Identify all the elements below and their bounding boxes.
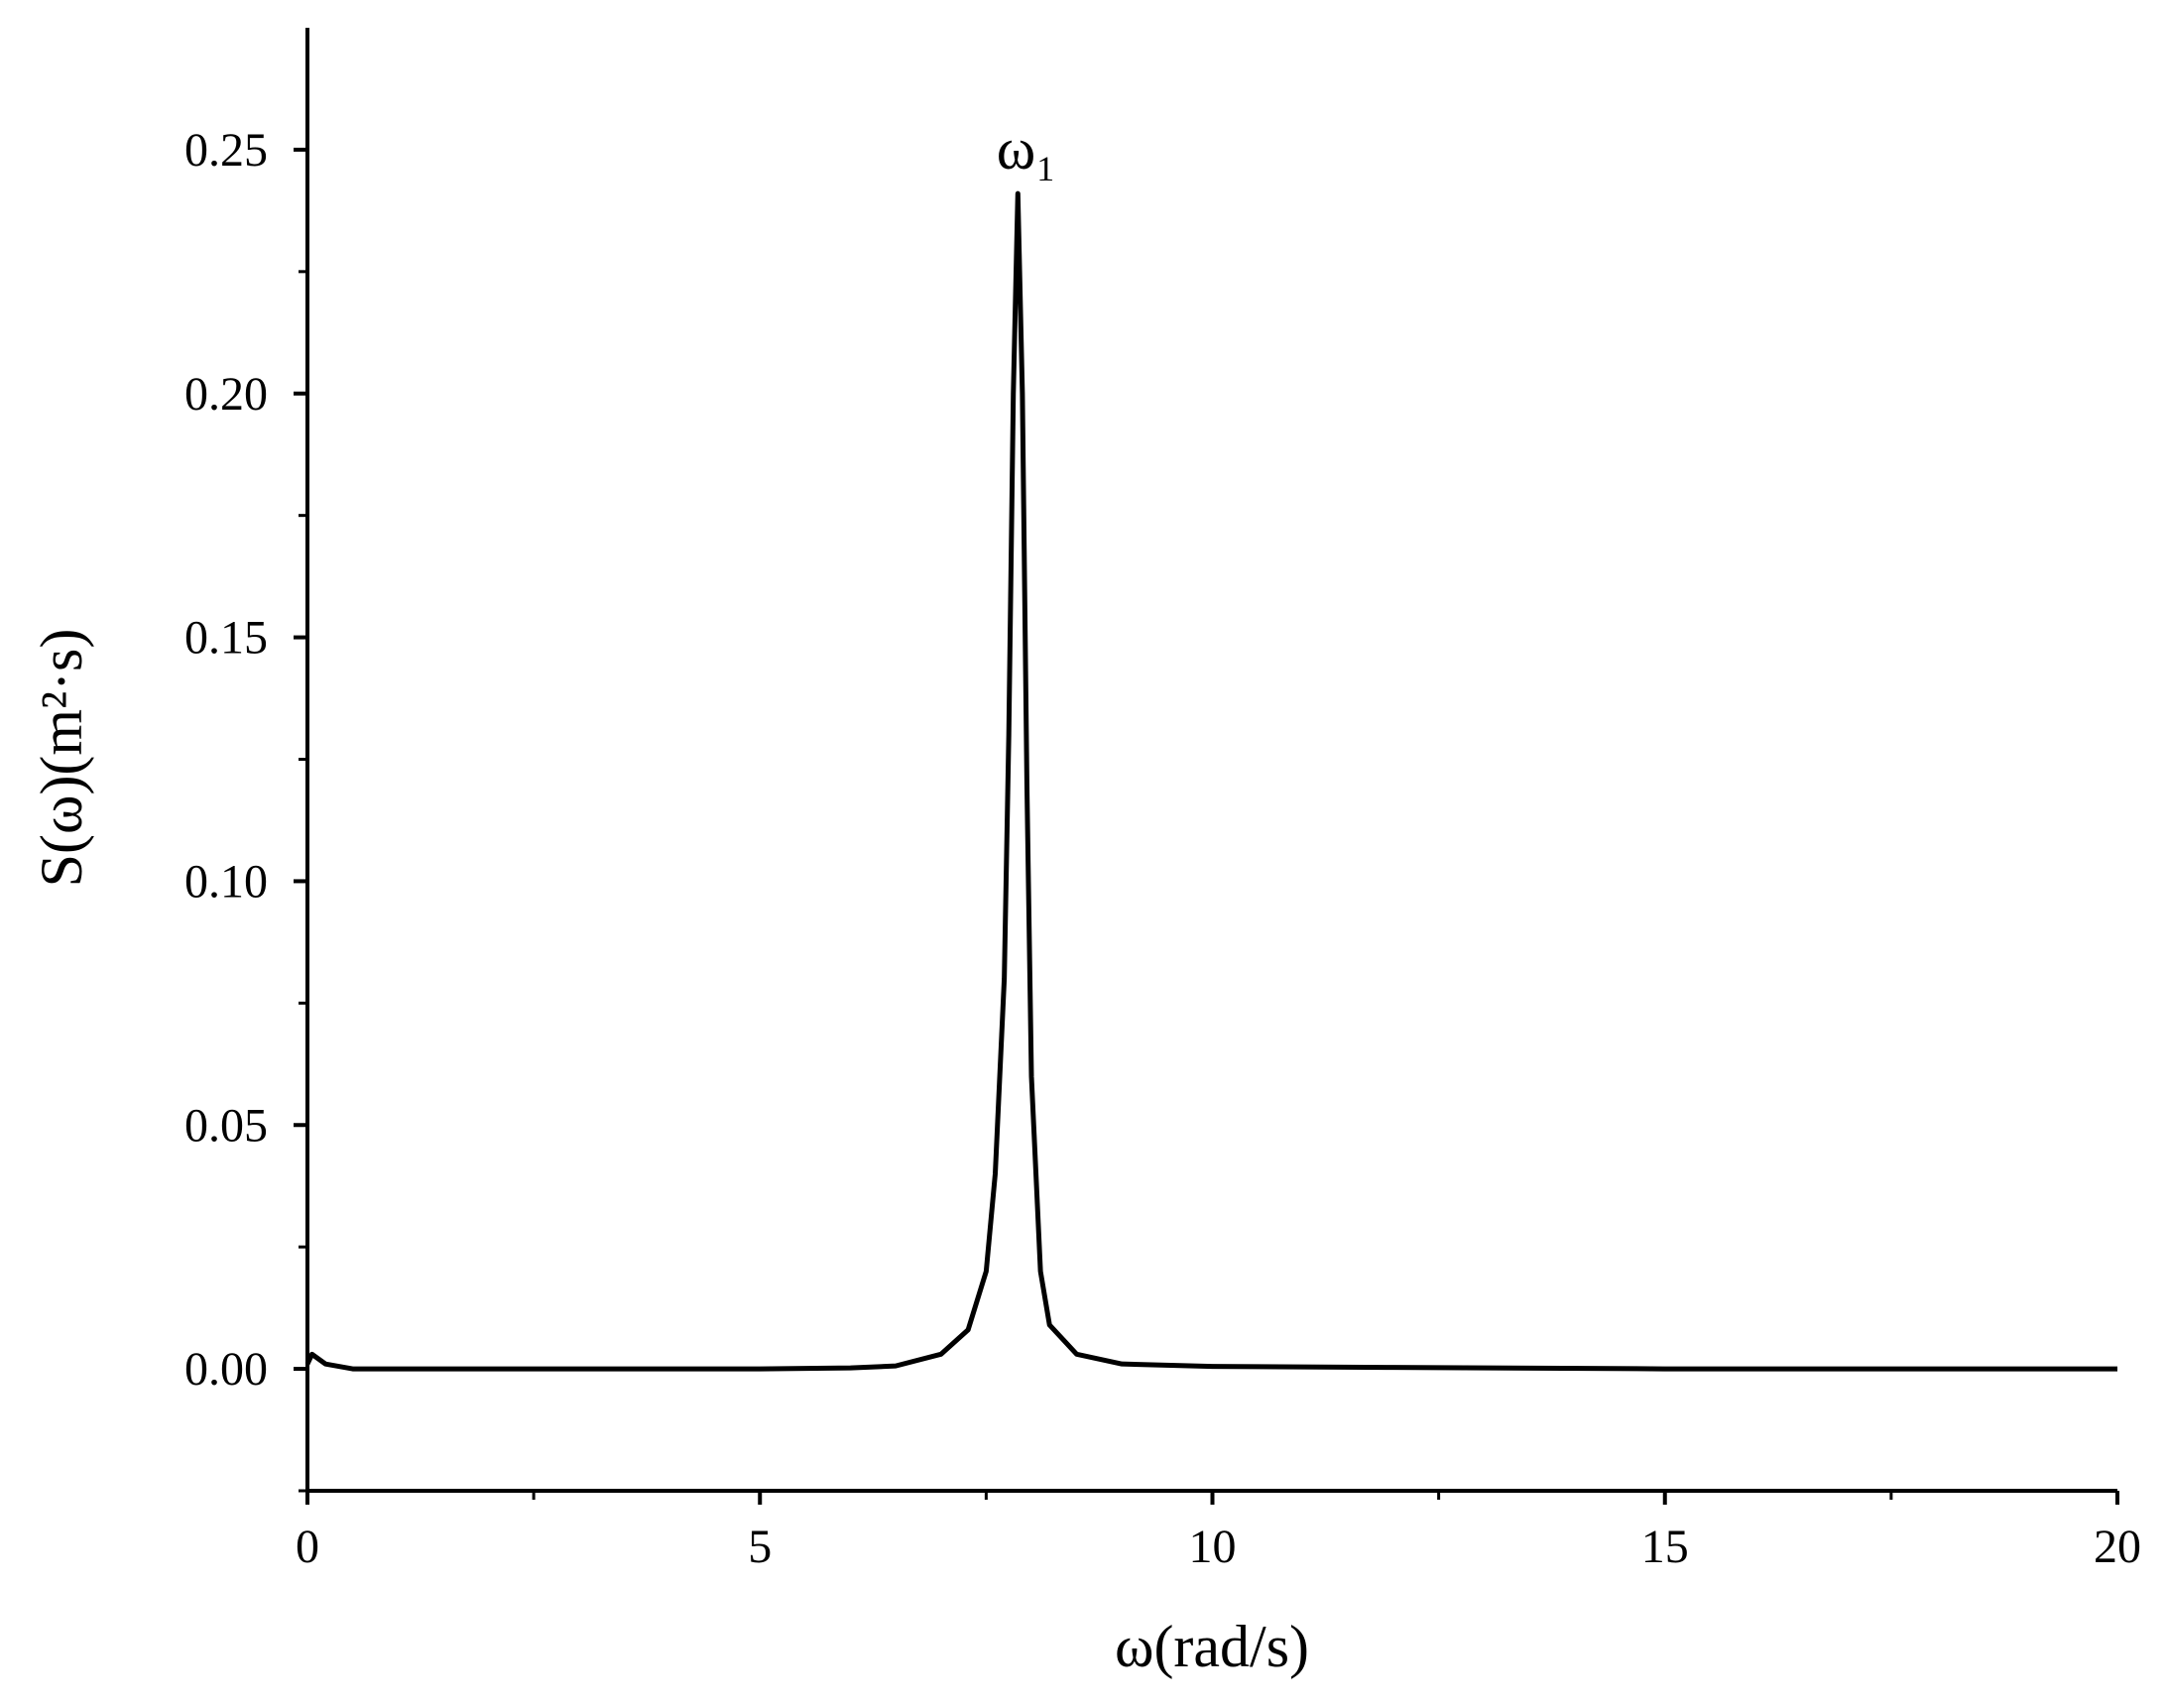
- x-tick-label: 10: [1189, 1521, 1237, 1573]
- y-tick-label: 0.10: [184, 855, 268, 908]
- series-line: [304, 190, 2117, 1372]
- y-axis-label: S(ω)(m²·s): [29, 629, 94, 888]
- y-tick-label: 0.05: [184, 1099, 268, 1152]
- peak-annotation: ω₁: [997, 116, 1056, 182]
- x-tick-label: 5: [748, 1521, 772, 1573]
- y-tick-label: 0.00: [184, 1343, 268, 1396]
- y-tick-label: 0.25: [184, 124, 268, 177]
- x-axis-label: ω(rad/s): [1115, 1614, 1309, 1679]
- x-tick-label: 0: [296, 1521, 319, 1573]
- x-tick-label: 15: [1641, 1521, 1689, 1573]
- y-tick-label: 0.15: [184, 612, 268, 665]
- y-tick-label: 0.20: [184, 368, 268, 421]
- x-tick-label: 20: [2094, 1521, 2141, 1573]
